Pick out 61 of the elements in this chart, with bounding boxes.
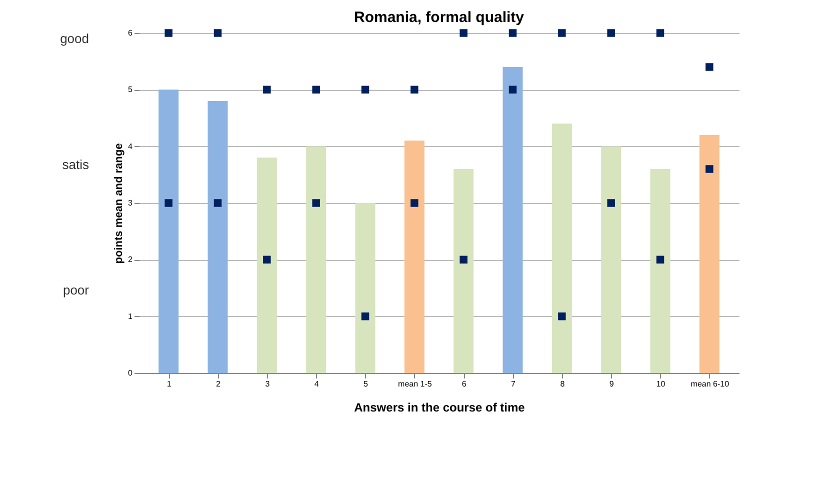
- bar: [650, 169, 670, 373]
- point: [214, 29, 222, 37]
- bar: [208, 101, 228, 373]
- point: [263, 256, 271, 264]
- x-tick-label: 10: [656, 380, 666, 388]
- y-tick-label: 0: [128, 368, 134, 378]
- x-tick-label: 6: [462, 380, 467, 388]
- point: [460, 29, 468, 37]
- bar: [502, 67, 523, 373]
- point: [460, 256, 468, 264]
- y-tick-label: 5: [128, 85, 134, 94]
- bar: [699, 135, 720, 373]
- point: [164, 29, 172, 37]
- point: [558, 312, 566, 320]
- point: [558, 29, 566, 37]
- chart-title: Romania, formal quality: [354, 9, 525, 26]
- point: [508, 29, 517, 37]
- y-tick-label: 3: [128, 198, 134, 208]
- point: [656, 29, 664, 37]
- y-tick-label: 6: [128, 28, 134, 38]
- x-tick-label: 5: [364, 380, 369, 388]
- point: [410, 86, 418, 94]
- point: [361, 312, 370, 320]
- x-tick-label: 3: [265, 380, 270, 388]
- bar: [454, 169, 474, 373]
- point: [706, 63, 714, 71]
- bar: [601, 146, 622, 373]
- bar: [256, 158, 277, 373]
- x-tick-label: 2: [216, 380, 222, 388]
- x-tick-label: 4: [314, 380, 320, 388]
- bar: [355, 203, 376, 373]
- point: [410, 199, 418, 207]
- y-tick-label: 4: [128, 142, 134, 151]
- point: [607, 29, 615, 37]
- bar: [306, 146, 326, 373]
- x-tick-label: mean 1-5: [398, 380, 432, 388]
- bar: [158, 90, 179, 373]
- y-tick-label: 2: [128, 255, 134, 264]
- bar: [552, 124, 572, 373]
- x-tick-label: 9: [609, 380, 614, 388]
- x-tick-label: mean 6-10: [690, 380, 730, 388]
- point: [164, 199, 172, 207]
- x-tick-label: 1: [166, 380, 172, 388]
- text: poor: [62, 282, 90, 298]
- point: [508, 86, 517, 94]
- text: satis: [62, 156, 90, 172]
- point: [263, 86, 271, 94]
- point: [706, 165, 714, 173]
- text: good: [60, 31, 89, 46]
- x-axis-title: Answers in the course of time: [354, 400, 526, 414]
- point: [312, 86, 320, 94]
- bar: [404, 140, 424, 373]
- y-tick-label: 1: [128, 312, 134, 321]
- point: [656, 256, 664, 264]
- x-tick-label: 8: [560, 380, 566, 388]
- point: [607, 199, 615, 207]
- point: [214, 199, 222, 207]
- point: [312, 199, 320, 207]
- x-tick-label: 7: [511, 380, 516, 388]
- y-axis-title: points mean and range: [113, 143, 126, 264]
- point: [361, 86, 370, 94]
